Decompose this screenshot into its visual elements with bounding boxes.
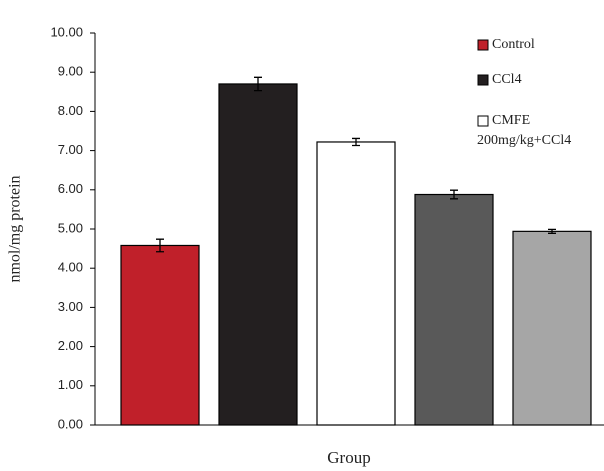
bar [120, 244, 200, 426]
legend-label: CMFE 200mg/kg+CCl4 [477, 113, 571, 148]
y-tick-label: 1.00 [58, 377, 83, 392]
x-axis-label: Group [327, 448, 370, 467]
y-tick-label: 6.00 [58, 181, 83, 196]
y-tick-label: 3.00 [58, 299, 83, 314]
y-tick-label: 4.00 [58, 260, 83, 275]
bar [316, 141, 396, 426]
error-bar [156, 238, 164, 253]
y-tick-label: 8.00 [58, 103, 83, 118]
y-tick-label: 7.00 [58, 142, 83, 157]
bar [512, 230, 592, 426]
y-axis-label: nmol/mg protein [7, 175, 24, 282]
error-bar [254, 76, 262, 92]
error-bar [450, 189, 458, 200]
legend-swatch [477, 115, 489, 127]
y-tick-label: 10.00 [50, 24, 83, 39]
y-tick-label: 2.00 [58, 338, 83, 353]
legend-label: CCl4 [492, 72, 522, 87]
y-tick-label: 0.00 [58, 416, 83, 431]
legend-swatch [477, 39, 489, 51]
legend-label: Control [492, 37, 535, 52]
y-tick-label: 9.00 [58, 64, 83, 79]
error-bar [548, 228, 556, 234]
y-tick-label: 5.00 [58, 220, 83, 235]
legend-swatch [477, 74, 489, 86]
bar [414, 193, 494, 426]
bar [218, 83, 298, 426]
error-bar [352, 137, 360, 147]
